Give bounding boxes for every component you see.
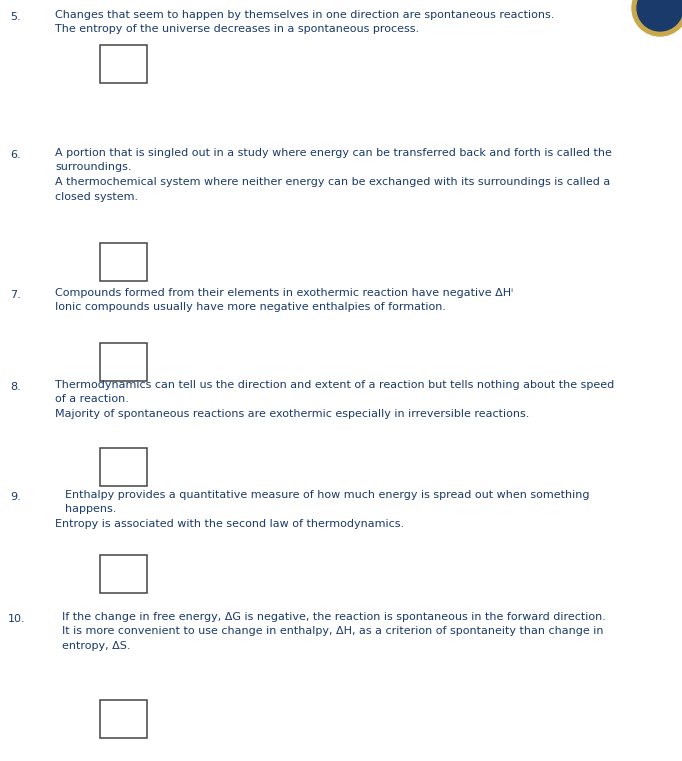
- Text: surroundings.: surroundings.: [55, 163, 132, 173]
- Text: Changes that seem to happen by themselves in one direction are spontaneous react: Changes that seem to happen by themselve…: [55, 10, 554, 20]
- Text: 6.: 6.: [10, 150, 20, 160]
- Circle shape: [637, 0, 682, 31]
- Text: Enthalpy provides a quantitative measure of how much energy is spread out when s: Enthalpy provides a quantitative measure…: [65, 490, 589, 500]
- Text: Ionic compounds usually have more negative enthalpies of formation.: Ionic compounds usually have more negati…: [55, 303, 446, 313]
- Text: The entropy of the universe decreases in a spontaneous process.: The entropy of the universe decreases in…: [55, 24, 419, 34]
- Text: Majority of spontaneous reactions are exothermic especially in irreversible reac: Majority of spontaneous reactions are ex…: [55, 409, 529, 419]
- Text: Entropy is associated with the second law of thermodynamics.: Entropy is associated with the second la…: [55, 519, 404, 529]
- Text: 8.: 8.: [10, 382, 20, 392]
- Text: closed system.: closed system.: [55, 192, 138, 202]
- Text: 5.: 5.: [10, 12, 20, 22]
- Text: A thermochemical system where neither energy can be exchanged with its surroundi: A thermochemical system where neither en…: [55, 177, 610, 187]
- Text: It is more convenient to use change in enthalpy, ΔH, as a criterion of spontanei: It is more convenient to use change in e…: [62, 626, 604, 636]
- Bar: [100, 555, 147, 593]
- Circle shape: [632, 0, 682, 36]
- Text: entropy, ΔS.: entropy, ΔS.: [62, 641, 130, 651]
- Bar: [100, 448, 147, 486]
- Bar: [100, 700, 147, 738]
- Text: happens.: happens.: [65, 505, 117, 514]
- Text: If the change in free energy, ΔG is negative, the reaction is spontaneous in the: If the change in free energy, ΔG is nega…: [62, 612, 606, 622]
- Text: 10.: 10.: [8, 614, 26, 624]
- Text: Compounds formed from their elements in exothermic reaction have negative ΔHⁱ: Compounds formed from their elements in …: [55, 288, 513, 298]
- Text: 7.: 7.: [10, 290, 20, 300]
- Text: of a reaction.: of a reaction.: [55, 394, 129, 405]
- Bar: [100, 243, 147, 281]
- Bar: [100, 343, 147, 381]
- Text: Thermodynamics can tell us the direction and extent of a reaction but tells noth: Thermodynamics can tell us the direction…: [55, 380, 614, 390]
- Bar: [100, 45, 147, 83]
- Text: 9.: 9.: [10, 492, 20, 502]
- Text: A portion that is singled out in a study where energy can be transferred back an: A portion that is singled out in a study…: [55, 148, 612, 158]
